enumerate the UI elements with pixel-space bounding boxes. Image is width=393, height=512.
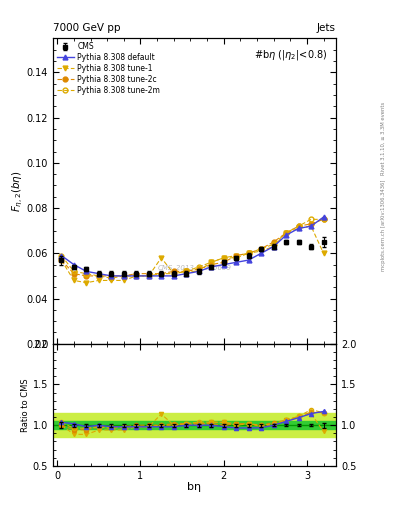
- X-axis label: bη: bη: [187, 482, 202, 492]
- Y-axis label: $F_{\eta,2}(b\eta)$: $F_{\eta,2}(b\eta)$: [11, 170, 25, 212]
- Text: CMS_2013_I1265659: CMS_2013_I1265659: [158, 264, 231, 271]
- Y-axis label: Ratio to CMS: Ratio to CMS: [21, 378, 30, 432]
- Text: mcplots.cern.ch [arXiv:1306.3436]: mcplots.cern.ch [arXiv:1306.3436]: [381, 180, 386, 271]
- Text: #b$\eta$ ($|\eta_2|$<0.8): #b$\eta$ ($|\eta_2|$<0.8): [254, 48, 327, 61]
- Text: Rivet 3.1.10, ≥ 3.3M events: Rivet 3.1.10, ≥ 3.3M events: [381, 101, 386, 175]
- Text: Jets: Jets: [317, 23, 336, 33]
- Legend: CMS, Pythia 8.308 default, Pythia 8.308 tune-1, Pythia 8.308 tune-2c, Pythia 8.3: CMS, Pythia 8.308 default, Pythia 8.308 …: [55, 40, 162, 96]
- Text: 7000 GeV pp: 7000 GeV pp: [53, 23, 121, 33]
